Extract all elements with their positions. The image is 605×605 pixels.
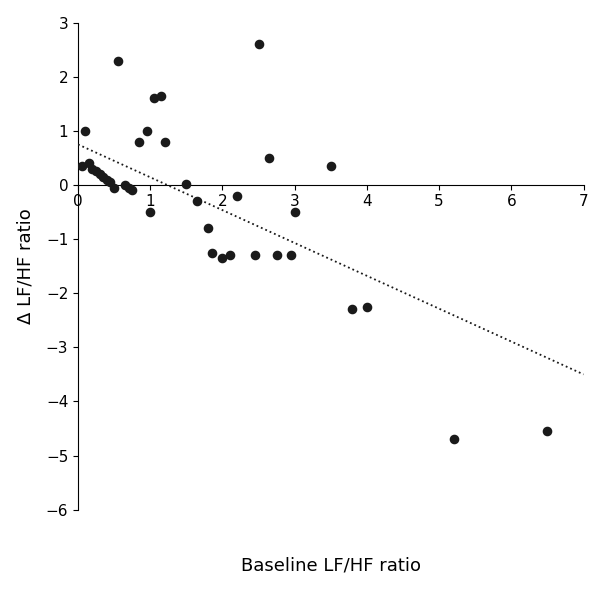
Point xyxy=(543,427,552,436)
Point xyxy=(88,164,97,174)
Point xyxy=(250,250,260,260)
Point xyxy=(326,161,336,171)
Point xyxy=(80,126,90,136)
Point xyxy=(207,248,217,258)
Point xyxy=(203,223,213,233)
Point xyxy=(120,180,130,190)
Point xyxy=(218,253,227,263)
Point xyxy=(156,91,166,100)
Point xyxy=(264,153,274,163)
Point xyxy=(232,191,242,201)
Point xyxy=(192,197,202,206)
Point xyxy=(225,250,235,260)
Point xyxy=(77,161,87,171)
Point xyxy=(134,137,144,146)
Point xyxy=(84,159,94,168)
Point xyxy=(113,56,123,65)
Point xyxy=(99,172,108,182)
Point xyxy=(142,126,151,136)
Point xyxy=(182,179,191,189)
Point xyxy=(272,250,281,260)
Point xyxy=(106,177,116,187)
Point xyxy=(290,207,299,217)
Point xyxy=(286,250,296,260)
Point xyxy=(123,183,133,192)
Y-axis label: Δ LF/HF ratio: Δ LF/HF ratio xyxy=(17,208,34,324)
Point xyxy=(91,166,101,176)
Point xyxy=(95,169,105,179)
Point xyxy=(149,94,159,103)
Point xyxy=(362,302,371,312)
Point xyxy=(102,175,112,185)
Point xyxy=(253,39,263,49)
Point xyxy=(348,304,358,314)
Point xyxy=(127,186,137,195)
Point xyxy=(110,183,119,192)
Point xyxy=(145,207,155,217)
Point xyxy=(160,137,169,146)
X-axis label: Baseline LF/HF ratio: Baseline LF/HF ratio xyxy=(241,556,420,574)
Point xyxy=(449,434,459,444)
